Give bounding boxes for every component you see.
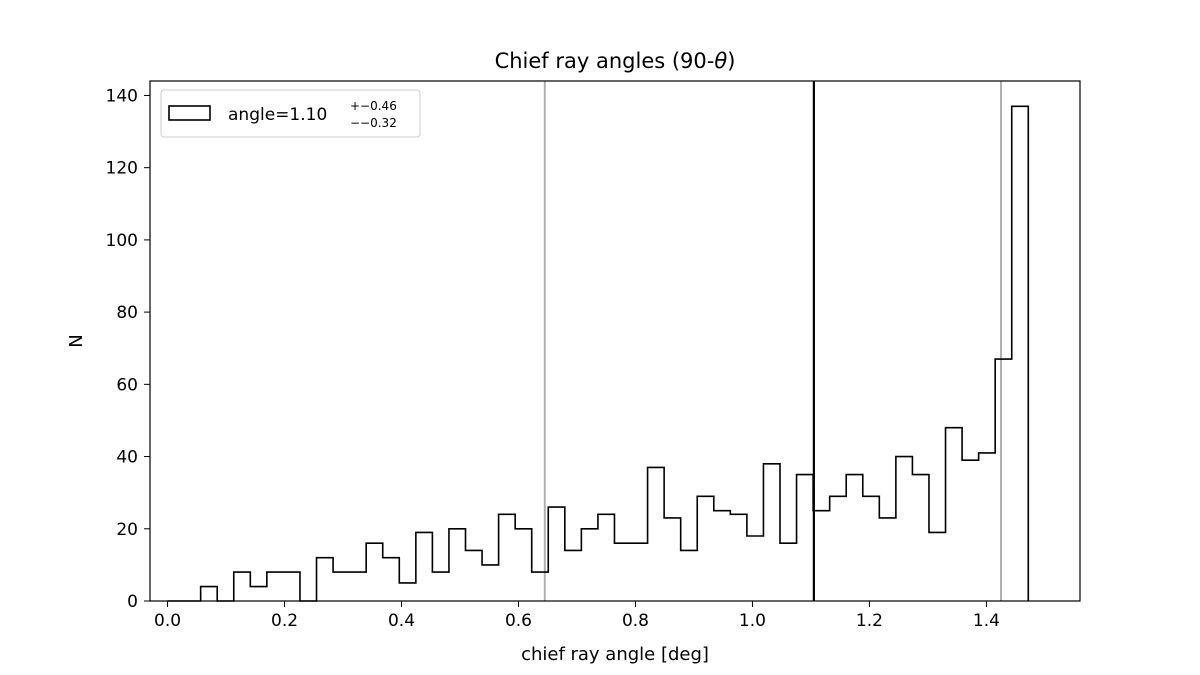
x-tick-label: 0.6 [505, 611, 532, 631]
y-tick-label: 40 [116, 448, 138, 468]
y-tick-label: 60 [116, 375, 138, 395]
y-tick-label: 100 [106, 231, 138, 251]
x-tick-label: 0.8 [622, 611, 649, 631]
y-axis-label: N [66, 334, 87, 347]
y-tick-label: 120 [106, 159, 138, 179]
title-theta: θ [714, 49, 727, 73]
y-tick-label: 80 [116, 303, 138, 323]
reference-lines [543, 81, 1003, 601]
x-tick-label: 1.4 [973, 611, 1000, 631]
y-tick-label: 140 [106, 86, 138, 106]
histogram-step-outline [167, 105, 1030, 602]
x-tick-label: 0.2 [271, 611, 298, 631]
legend-box [160, 89, 421, 138]
x-tick-label: 1.2 [856, 611, 883, 631]
legend: angle=1.10 +−0.46 −−0.32 [160, 89, 421, 138]
legend-lower-error: −−0.32 [350, 116, 397, 130]
chart-title: Chief ray angles (90-θ) [495, 49, 736, 73]
legend-upper-error: +−0.46 [350, 99, 397, 113]
legend-label: angle=1.10 [228, 105, 327, 125]
x-axis-ticks: 0.0 0.2 0.4 0.6 0.8 1.0 1.2 1.4 [154, 601, 1000, 631]
y-tick-label: 20 [116, 520, 138, 540]
x-axis-label: chief ray angle [deg] [521, 644, 709, 665]
x-tick-label: 1.0 [739, 611, 766, 631]
y-tick-label: 0 [127, 592, 138, 612]
y-axis-ticks: 0 20 40 60 80 100 120 140 [106, 86, 150, 612]
x-tick-label: 0.0 [154, 611, 181, 631]
legend-swatch [168, 105, 211, 121]
x-tick-label: 0.4 [388, 611, 415, 631]
plot-frame [149, 80, 1081, 602]
